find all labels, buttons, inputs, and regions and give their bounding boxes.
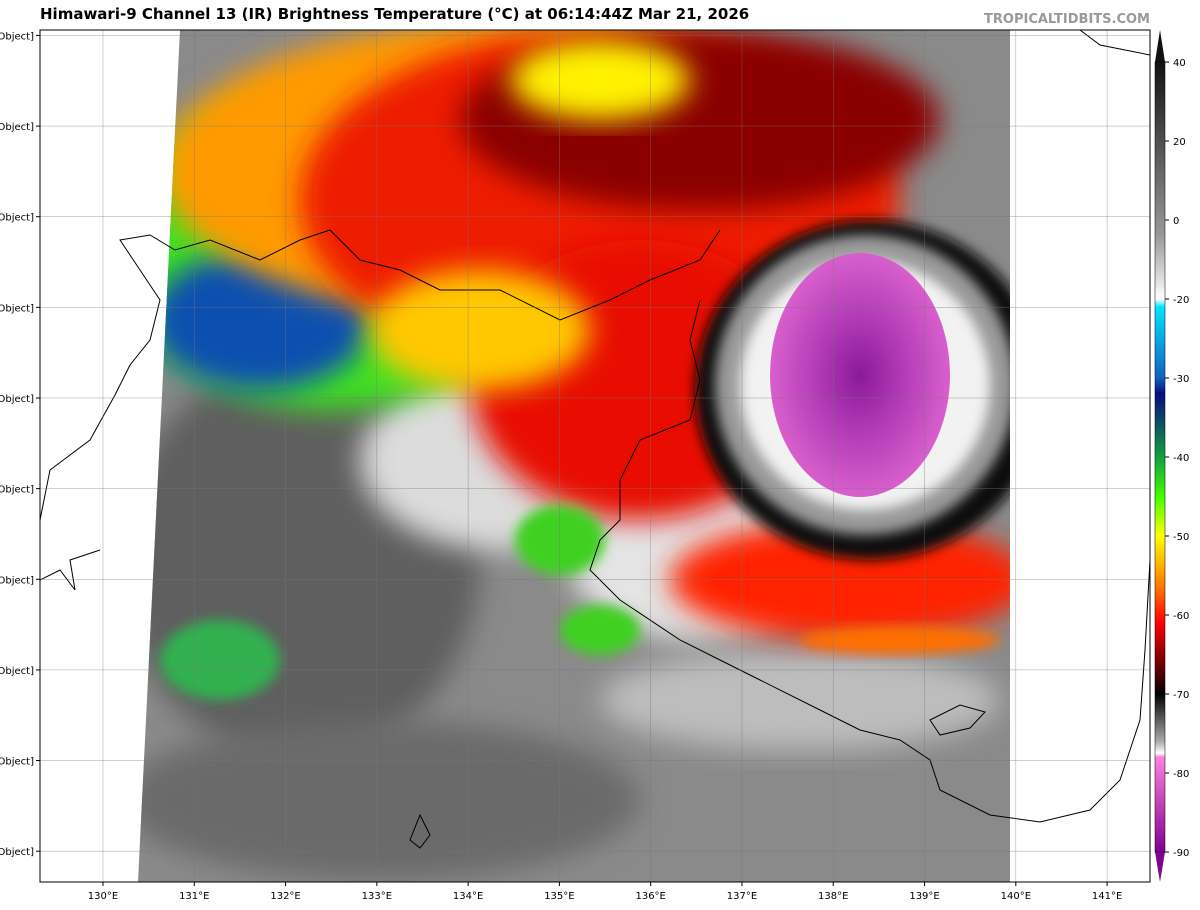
colorbar-tick-label: -40 xyxy=(1173,453,1189,464)
grid xyxy=(40,30,1150,882)
y-tick-label: [object Object] xyxy=(0,31,34,42)
y-tick-label: [object Object] xyxy=(0,847,34,858)
x-tick-label: 140°E xyxy=(1001,891,1031,902)
y-tick-label: [object Object] xyxy=(0,122,34,133)
x-tick-label: 137°E xyxy=(727,891,757,902)
x-tick-label: 130°E xyxy=(88,891,118,902)
y-tick-label: [object Object] xyxy=(0,666,34,677)
y-tick-label: [object Object] xyxy=(0,575,34,586)
x-tick-label: 136°E xyxy=(635,891,665,902)
colorbar-tick-label: -60 xyxy=(1173,611,1189,622)
y-tick-label: [object Object] xyxy=(0,394,34,405)
coastline xyxy=(929,704,986,736)
colorbar-tick-label: 0 xyxy=(1173,216,1179,227)
coastline xyxy=(40,549,101,591)
colorbar xyxy=(1154,61,1166,853)
y-tick-label: [object Object] xyxy=(0,213,34,224)
coastline xyxy=(40,229,721,521)
y-tick-label: [object Object] xyxy=(0,303,34,314)
x-tick-label: 135°E xyxy=(544,891,574,902)
colorbar-tick-label: -80 xyxy=(1173,769,1189,780)
colorbar-tick-label: -50 xyxy=(1173,532,1189,543)
x-tick-label: 134°E xyxy=(453,891,483,902)
colorbar-tick-label: -30 xyxy=(1173,374,1189,385)
credit: TROPICALTIDBITS.COM xyxy=(984,12,1150,27)
y-tick-label: [object Object] xyxy=(0,485,34,496)
title: Himawari-9 Channel 13 (IR) Brightness Te… xyxy=(40,5,749,23)
colorbar-tick-label: -70 xyxy=(1173,690,1189,701)
x-tick-label: 139°E xyxy=(909,891,939,902)
x-tick-label: 132°E xyxy=(270,891,300,902)
colorbar-tick-label: -20 xyxy=(1173,295,1189,306)
colorbar-tick-label: -90 xyxy=(1173,848,1189,859)
plot-frame xyxy=(39,29,1151,883)
colorbar-tick-label: 20 xyxy=(1173,137,1186,148)
x-tick-label: 133°E xyxy=(362,891,392,902)
satellite-imagery xyxy=(138,30,1010,882)
coastline xyxy=(1079,30,1150,56)
x-tick-label: 141°E xyxy=(1092,891,1122,902)
coastline xyxy=(409,813,431,849)
x-tick-label: 131°E xyxy=(179,891,209,902)
colorbar-tick-label: 40 xyxy=(1173,58,1186,69)
colorbar-extend-top xyxy=(1155,30,1165,62)
y-tick-label: [object Object] xyxy=(0,757,34,768)
coastline xyxy=(589,299,1150,823)
coastlines xyxy=(40,30,1150,849)
colorbar-extend-bottom xyxy=(1155,852,1165,882)
x-tick-label: 138°E xyxy=(818,891,848,902)
